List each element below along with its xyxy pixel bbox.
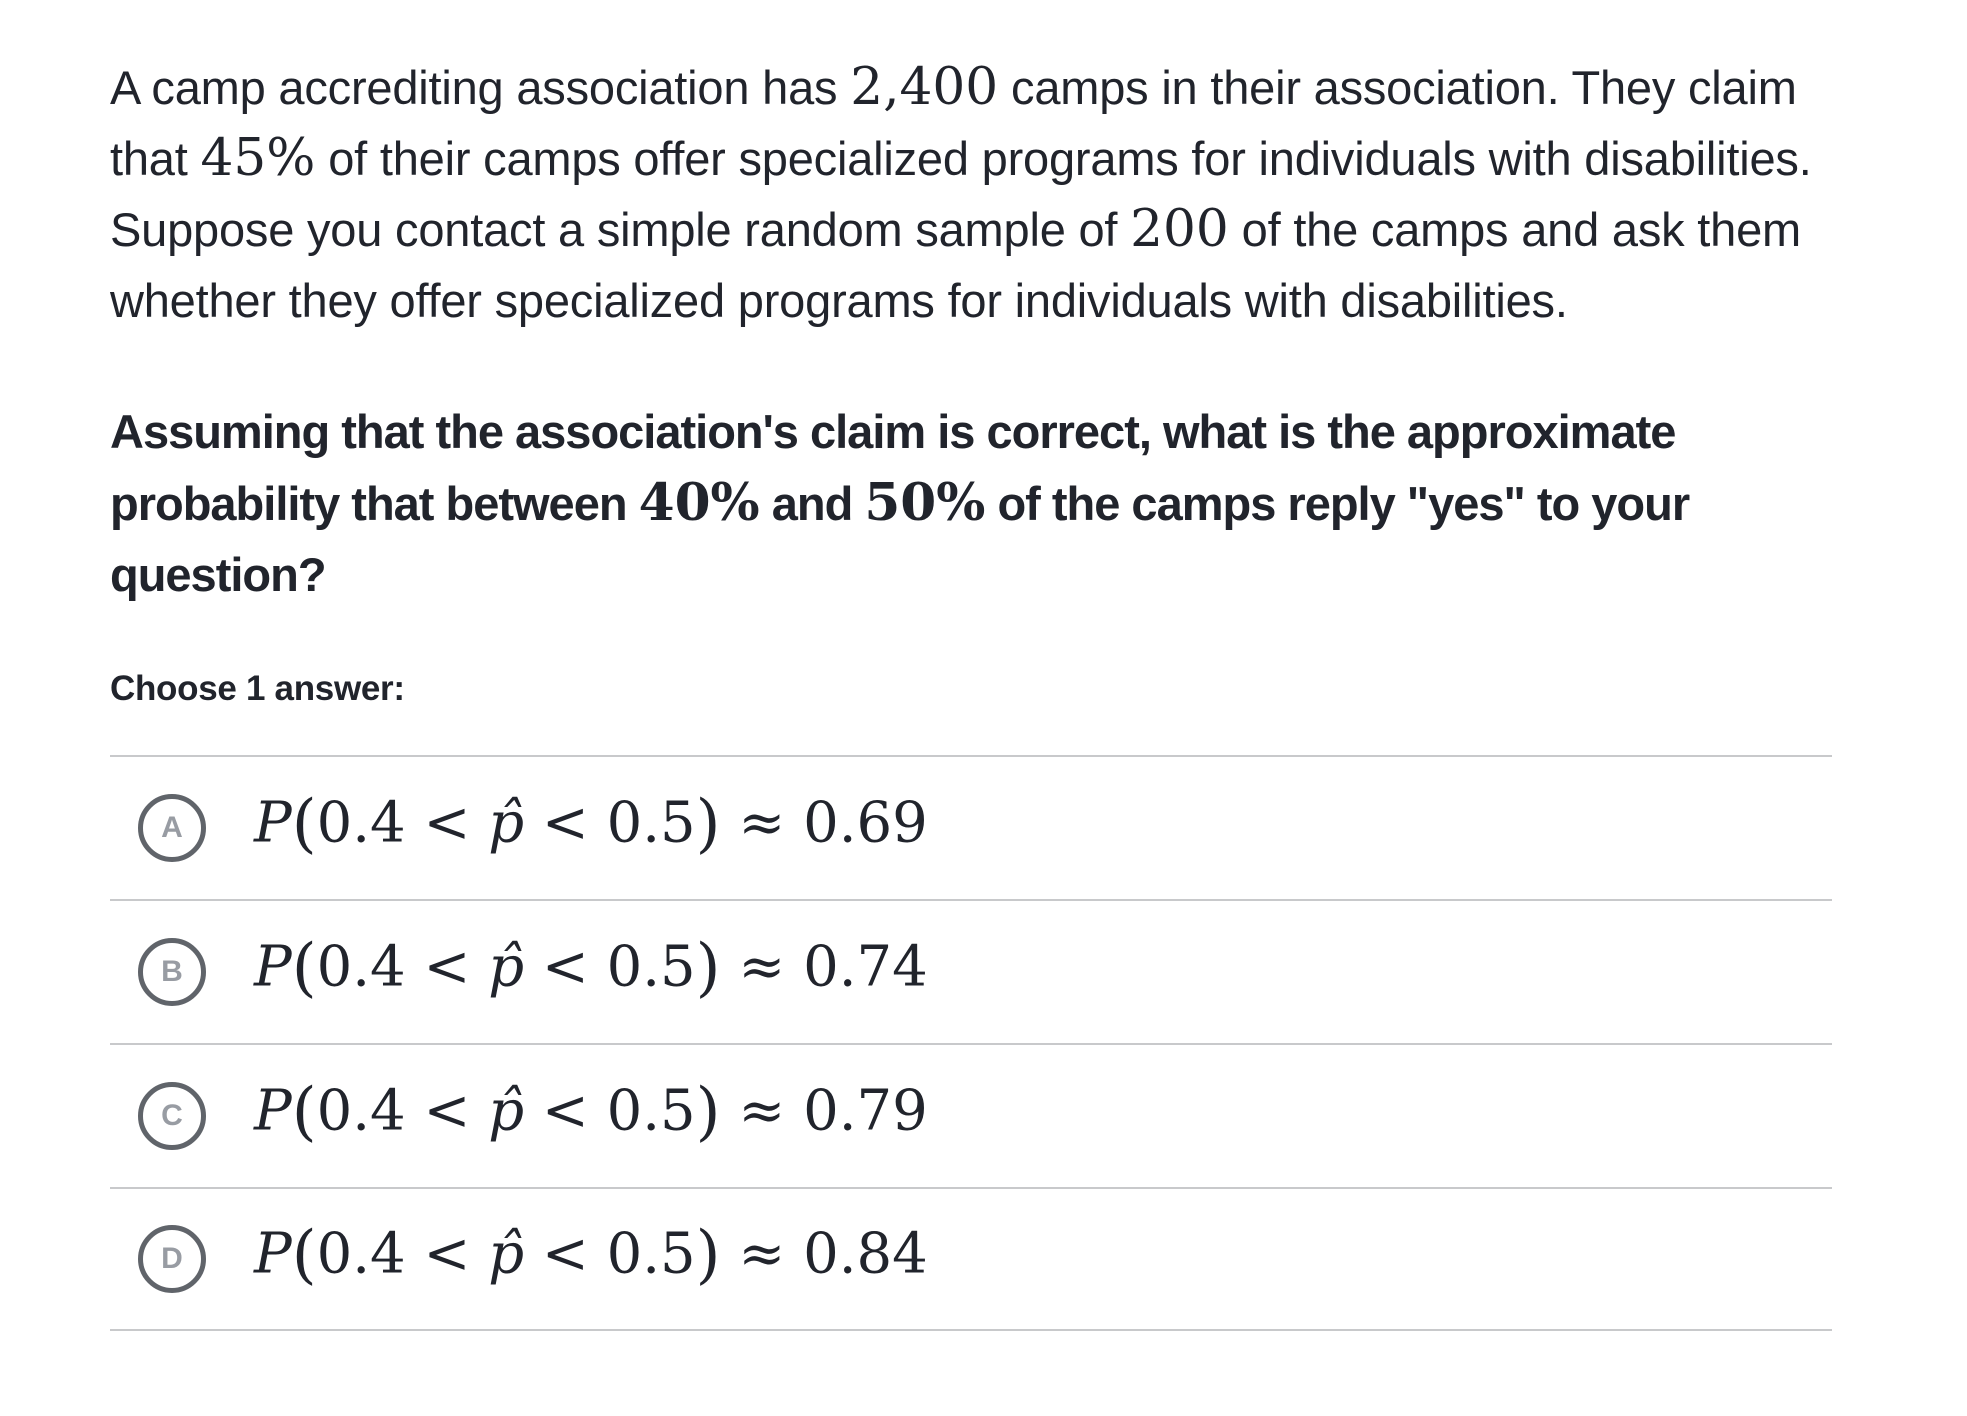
math-lower-bound: 0.4 < <box>316 790 489 856</box>
option-a-formula: P(0.4 < p̂ < 0.5) ≈ 0.69 <box>254 790 928 863</box>
radio-letter-b: B <box>161 955 183 988</box>
math-p-hat: p̂ <box>488 790 525 856</box>
radio-button-c[interactable]: C <box>138 1082 206 1150</box>
math-lower-bound: 0.4 < <box>316 934 489 1000</box>
math-approx-symbol: ≈ <box>720 790 804 856</box>
text-segment: Assuming that the association's claim is… <box>110 405 1676 530</box>
math-close-paren: ) <box>695 1075 721 1150</box>
question-panel: A camp accrediting association has 2,400… <box>110 0 1832 1331</box>
math-approx-symbol: ≈ <box>720 1078 804 1144</box>
radio-letter-a: A <box>161 811 183 844</box>
question-text: A camp accrediting association has 2,400… <box>110 0 1832 336</box>
text-segment: of the camps reply "yes" to your questio… <box>110 477 1690 601</box>
math-P: P <box>254 1078 292 1144</box>
math-number: 40% <box>638 472 760 533</box>
text-segment: and <box>759 477 865 530</box>
radio-button-d[interactable]: D <box>138 1225 206 1293</box>
math-open-paren: ( <box>291 931 317 1006</box>
answer-options-list: A P(0.4 < p̂ < 0.5) ≈ 0.69 B P(0.4 < p̂ … <box>110 755 1832 1331</box>
radio-letter-d: D <box>161 1242 183 1275</box>
math-close-paren: ) <box>695 931 721 1006</box>
choose-answer-label: Choose 1 answer: <box>110 669 405 708</box>
math-number: 200 <box>1130 199 1229 259</box>
math-number: 50% <box>864 472 986 533</box>
option-c-value: 0.79 <box>803 1078 928 1144</box>
math-upper-bound: < 0.5 <box>524 1221 696 1287</box>
math-open-paren: ( <box>291 1075 317 1150</box>
option-a-value: 0.69 <box>803 790 928 856</box>
option-b-formula: P(0.4 < p̂ < 0.5) ≈ 0.74 <box>254 934 928 1007</box>
math-p-hat: p̂ <box>488 934 525 1000</box>
answer-option-b[interactable]: B P(0.4 < p̂ < 0.5) ≈ 0.74 <box>110 899 1832 1043</box>
math-number: 2,400 <box>850 57 999 117</box>
math-P: P <box>254 1221 292 1287</box>
option-c-formula: P(0.4 < p̂ < 0.5) ≈ 0.79 <box>254 1078 928 1151</box>
answer-option-a[interactable]: A P(0.4 < p̂ < 0.5) ≈ 0.69 <box>110 755 1832 899</box>
option-d-value: 0.84 <box>803 1221 928 1287</box>
math-close-paren: ) <box>695 787 721 862</box>
option-b-value: 0.74 <box>803 934 928 1000</box>
math-lower-bound: 0.4 < <box>316 1078 489 1144</box>
math-upper-bound: < 0.5 <box>524 934 696 1000</box>
math-P: P <box>254 934 292 1000</box>
math-open-paren: ( <box>291 1218 317 1293</box>
radio-letter-c: C <box>161 1099 183 1132</box>
question-prompt: Assuming that the association's claim is… <box>110 396 1832 610</box>
radio-button-a[interactable]: A <box>138 794 206 862</box>
math-lower-bound: 0.4 < <box>316 1221 489 1287</box>
math-p-hat: p̂ <box>488 1221 525 1287</box>
math-approx-symbol: ≈ <box>720 1221 804 1287</box>
answer-option-c[interactable]: C P(0.4 < p̂ < 0.5) ≈ 0.79 <box>110 1043 1832 1187</box>
math-p-hat: p̂ <box>488 1078 525 1144</box>
math-close-paren: ) <box>695 1218 721 1293</box>
math-number: 45% <box>200 128 316 188</box>
math-upper-bound: < 0.5 <box>524 790 696 856</box>
math-upper-bound: < 0.5 <box>524 1078 696 1144</box>
text-segment: of the camps and ask them whether they o… <box>110 203 1801 327</box>
option-d-formula: P(0.4 < p̂ < 0.5) ≈ 0.84 <box>254 1221 928 1294</box>
answer-option-d[interactable]: D P(0.4 < p̂ < 0.5) ≈ 0.84 <box>110 1187 1832 1331</box>
math-P: P <box>254 790 292 856</box>
text-segment: of their camps offer specialized program… <box>110 132 1812 256</box>
text-segment: camps in their association. They claim t… <box>110 61 1797 185</box>
math-open-paren: ( <box>291 787 317 862</box>
math-approx-symbol: ≈ <box>720 934 804 1000</box>
text-segment: A camp accrediting association has <box>110 61 851 114</box>
radio-button-b[interactable]: B <box>138 938 206 1006</box>
